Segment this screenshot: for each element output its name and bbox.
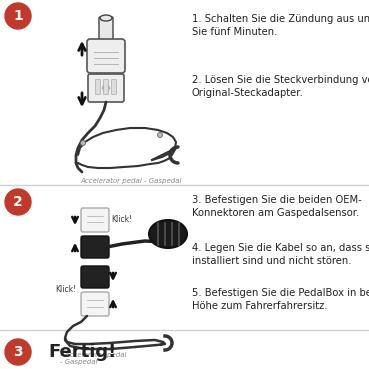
FancyBboxPatch shape [87, 39, 125, 73]
Text: 4. Legen Sie die Kabel so an, dass sie fest
installiert sind und nicht stören.: 4. Legen Sie die Kabel so an, dass sie f… [192, 243, 369, 266]
Circle shape [5, 189, 31, 215]
Text: 1. Schalten Sie die Zündung aus und warten
Sie fünf Minuten.: 1. Schalten Sie die Zündung aus und wart… [192, 14, 369, 37]
Text: 2. Lösen Sie die Steckverbindung vom
Original-Steckadapter.: 2. Lösen Sie die Steckverbindung vom Ori… [192, 75, 369, 98]
FancyBboxPatch shape [81, 266, 109, 288]
Ellipse shape [100, 15, 112, 21]
Text: 3. Befestigen Sie die beiden OEM-
Konnektoren am Gaspedalsensor.: 3. Befestigen Sie die beiden OEM- Konnek… [192, 195, 362, 218]
Circle shape [80, 141, 86, 145]
Circle shape [103, 85, 109, 91]
FancyBboxPatch shape [111, 79, 117, 94]
FancyBboxPatch shape [103, 79, 108, 94]
FancyBboxPatch shape [88, 74, 124, 102]
FancyBboxPatch shape [99, 17, 113, 41]
Text: 2: 2 [13, 195, 23, 209]
Text: 5. Befestigen Sie die PedalBox in bequemer
Höhe zum Fahrerfahrersitz.: 5. Befestigen Sie die PedalBox in bequem… [192, 288, 369, 311]
FancyBboxPatch shape [81, 236, 109, 258]
Text: Fertig!: Fertig! [48, 343, 116, 361]
Text: Klick!: Klick! [111, 215, 132, 224]
Circle shape [158, 132, 162, 138]
Text: 1: 1 [13, 9, 23, 23]
FancyBboxPatch shape [81, 208, 109, 232]
Text: - Accelerator pedal
- Gaspedal: - Accelerator pedal - Gaspedal [60, 352, 127, 365]
Ellipse shape [149, 220, 187, 248]
FancyBboxPatch shape [96, 79, 100, 94]
Text: Accelerator pedal - Gaspedal: Accelerator pedal - Gaspedal [80, 178, 182, 184]
Text: 3: 3 [13, 345, 23, 359]
Text: Klick!: Klick! [55, 286, 76, 294]
Circle shape [5, 3, 31, 29]
FancyBboxPatch shape [81, 292, 109, 316]
Circle shape [5, 339, 31, 365]
